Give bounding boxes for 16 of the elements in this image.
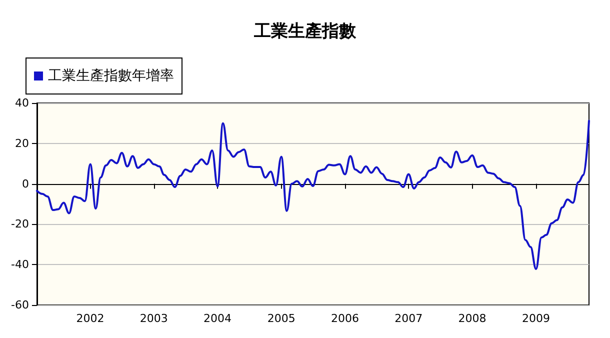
y-tick-label: 40 bbox=[14, 96, 29, 110]
x-tick-label: 2003 bbox=[140, 312, 168, 325]
x-tick-label: 2006 bbox=[330, 312, 359, 325]
y-tick-label: 0 bbox=[22, 177, 29, 190]
x-tick-label: 2007 bbox=[394, 312, 423, 325]
x-tick-label: 2005 bbox=[267, 312, 296, 325]
x-tick-label: 2009 bbox=[522, 312, 550, 325]
x-tick-label: 2004 bbox=[204, 312, 232, 325]
legend-label: 工業生產指數年增率 bbox=[48, 68, 174, 84]
x-tick-label: 2008 bbox=[458, 312, 486, 325]
chart-title: 工業生產指數 bbox=[253, 22, 357, 42]
y-tick-label: -60 bbox=[11, 298, 29, 312]
y-tick-label: 20 bbox=[14, 136, 29, 150]
x-tick-label: 2002 bbox=[76, 312, 104, 325]
y-tick-label: -40 bbox=[11, 258, 29, 272]
y-tick-label: -20 bbox=[11, 218, 29, 231]
